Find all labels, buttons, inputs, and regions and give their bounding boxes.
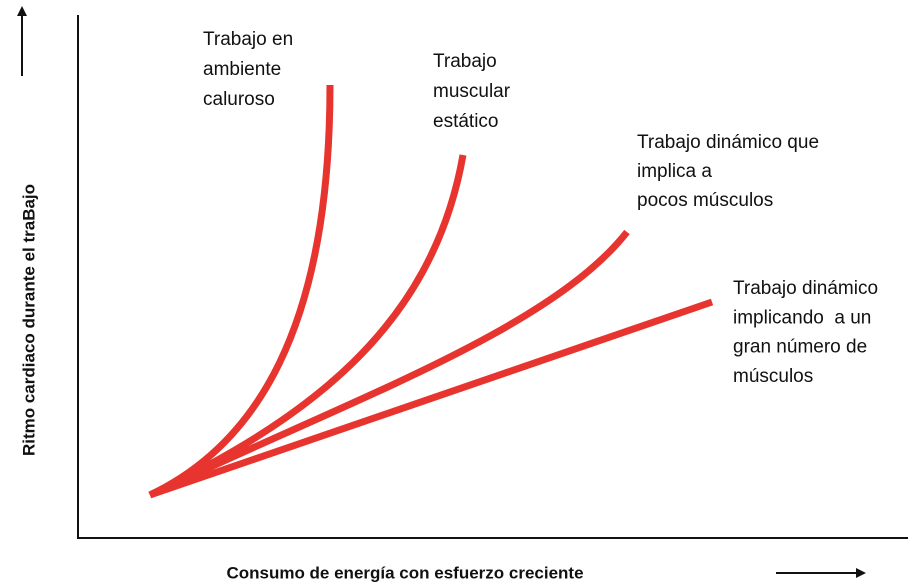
curve-label: caluroso: [203, 89, 275, 110]
x-axis-label: Consumo de energía con esfuerzo crecient…: [226, 563, 583, 582]
curve-label: Trabajo dinámico: [733, 278, 878, 299]
curve-label: implica a: [637, 161, 712, 182]
curve-label: estático: [433, 111, 498, 132]
y-axis-label: Ritmo cardiaco durante el traBajo: [19, 184, 38, 456]
curve-label: pocos músculos: [637, 190, 773, 211]
curve: [148, 298, 714, 499]
curve-label: Trabajo en: [203, 29, 293, 50]
curve: [148, 84, 334, 499]
curve-label: implicando a un: [733, 307, 871, 328]
curve-label: Trabajo: [433, 51, 497, 72]
curve-label: ambiente: [203, 59, 281, 80]
curve-label: músculos: [733, 366, 813, 387]
curve: [148, 229, 630, 499]
curve-labels: Trabajo en ambiente caluroso Trabajo muscula…: [203, 29, 878, 387]
curve-label: muscular: [433, 81, 511, 102]
curve-label: Trabajo dinámico que: [637, 132, 819, 153]
curve-label: gran número de: [733, 337, 867, 358]
